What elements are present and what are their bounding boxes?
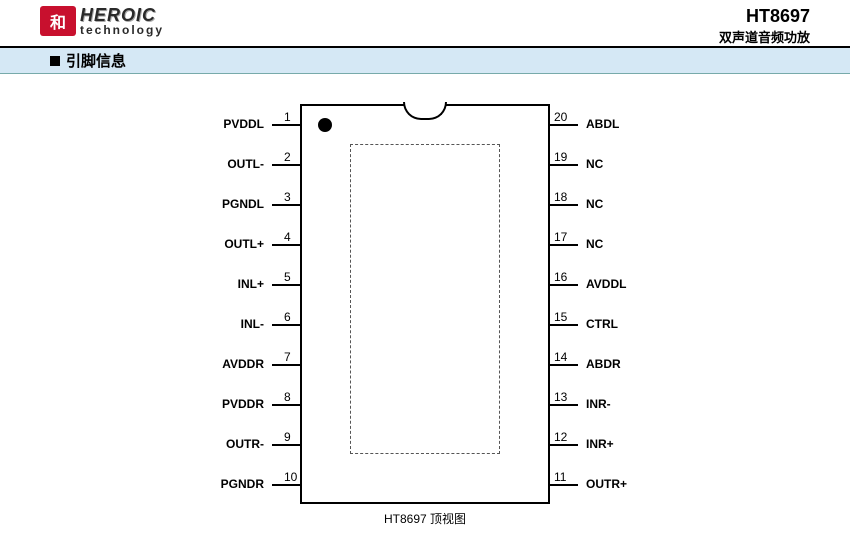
pin-number: 18 [554, 190, 567, 204]
pin-label: PVDDL [223, 117, 264, 131]
pin-label: OUTL+ [224, 237, 264, 251]
pin-lead [550, 484, 578, 486]
pin-label: PGNDL [222, 197, 264, 211]
pin-number: 12 [554, 430, 567, 444]
pin1-dot-icon [318, 118, 332, 132]
pin-lead [272, 284, 300, 286]
pin-label: NC [586, 157, 603, 171]
pin-label: OUTL- [227, 157, 264, 171]
pin-lead [550, 244, 578, 246]
pin-number: 9 [284, 430, 291, 444]
pin-number: 6 [284, 310, 291, 324]
part-number: HT8697 [719, 6, 810, 27]
pin-number: 8 [284, 390, 291, 404]
pin-label: ABDR [586, 357, 621, 371]
pin-number: 4 [284, 230, 291, 244]
pin-label: INL+ [238, 277, 264, 291]
pin-lead [550, 324, 578, 326]
pin-number: 20 [554, 110, 567, 124]
pin-lead [272, 164, 300, 166]
pin-number: 5 [284, 270, 291, 284]
pin-lead [272, 484, 300, 486]
logo-line2: technology [80, 24, 164, 36]
pin-label: ABDL [586, 117, 619, 131]
pin-lead [272, 124, 300, 126]
pin-lead [550, 124, 578, 126]
logo-seal-icon: 和 [40, 6, 76, 36]
pin-lead [272, 244, 300, 246]
pin-label: PVDDR [222, 397, 264, 411]
pin-label: AVDDL [586, 277, 626, 291]
pin-number: 13 [554, 390, 567, 404]
pin-lead [550, 164, 578, 166]
pin-label: OUTR+ [586, 477, 627, 491]
pin-label: NC [586, 237, 603, 251]
diagram-caption: HT8697 顶视图 [300, 510, 550, 527]
die-outline [350, 144, 500, 454]
pin-lead [272, 444, 300, 446]
pin-lead [550, 444, 578, 446]
pin-label: PGNDR [221, 477, 264, 491]
pin-lead [272, 364, 300, 366]
pin-label: NC [586, 197, 603, 211]
pin-lead [550, 364, 578, 366]
pin-number: 16 [554, 270, 567, 284]
pin-label: INR+ [586, 437, 614, 451]
pin-label: CTRL [586, 317, 618, 331]
pin-label: OUTR- [226, 437, 264, 451]
logo-text: HEROIC technology [80, 6, 164, 36]
section-title: 引脚信息 [66, 50, 126, 71]
section-title-bar: 引脚信息 [0, 48, 850, 74]
pin-number: 2 [284, 150, 291, 164]
pin-lead [550, 284, 578, 286]
pin-number: 7 [284, 350, 291, 364]
pin-lead [272, 404, 300, 406]
pin-number: 3 [284, 190, 291, 204]
pin-lead [550, 204, 578, 206]
logo-line1: HEROIC [80, 6, 164, 24]
page-header: 和 HEROIC technology HT8697 双声道音频功放 [0, 0, 850, 48]
pin-number: 1 [284, 110, 291, 124]
pin-lead [272, 204, 300, 206]
pin-number: 17 [554, 230, 567, 244]
pin-label: INR- [586, 397, 611, 411]
pin-lead [272, 324, 300, 326]
pin-label: INL- [241, 317, 264, 331]
pin-number: 11 [554, 470, 566, 484]
pin-number: 10 [284, 470, 297, 484]
header-right: HT8697 双声道音频功放 [719, 6, 810, 46]
pin-number: 14 [554, 350, 567, 364]
subtitle: 双声道音频功放 [719, 27, 810, 46]
pin-number: 15 [554, 310, 567, 324]
pin-lead [550, 404, 578, 406]
pin-number: 19 [554, 150, 567, 164]
pinout-diagram: 1 PVDDL 2 OUTL- 3 PGNDL 4 OUTL+ 5 INL+ 6 INL- 7 AVDDR… [0, 74, 850, 514]
logo: 和 HEROIC technology [40, 6, 164, 36]
pin-label: AVDDR [222, 357, 264, 371]
